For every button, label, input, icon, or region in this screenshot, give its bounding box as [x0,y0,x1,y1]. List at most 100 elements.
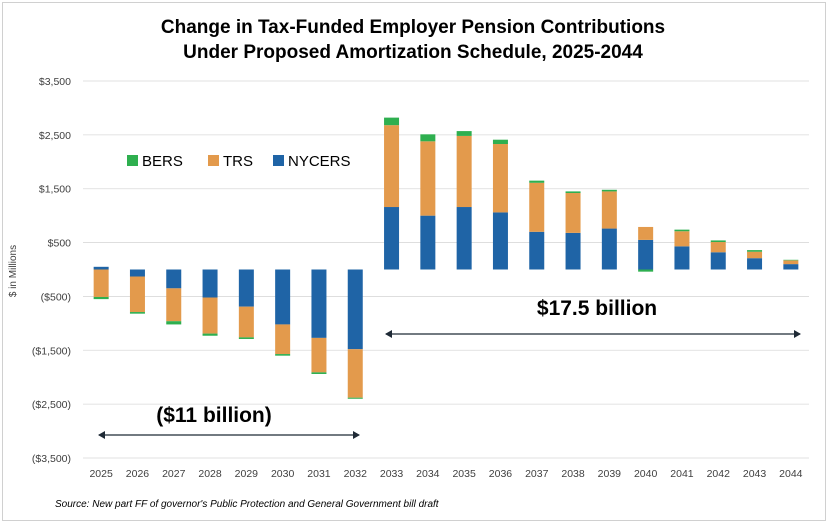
bar-bers-2025 [93,296,109,300]
bar-nycers-2025 [93,266,109,270]
bar-nycers-2038 [565,232,581,270]
bar-trs-2044 [783,260,799,265]
bar-trs-2043 [747,251,763,259]
bar-bers-2036 [492,139,508,145]
bar-trs-2034 [420,141,436,216]
legend-swatch-trs [208,155,219,166]
bar-nycers-2044 [783,264,799,270]
x-tick-label: 2044 [779,468,803,480]
legend-swatch-nycers [273,155,284,166]
bar-trs-2032 [347,349,363,398]
bar-bers-2034 [420,134,436,142]
bar-trs-2028 [202,297,218,334]
x-tick-label: 2041 [670,468,694,480]
bar-trs-2029 [238,306,254,338]
legend-label-bers: BERS [142,153,183,170]
bar-bers-2026 [129,312,145,314]
x-tick-label: 2031 [307,468,331,480]
y-tick-label: $3,500 [39,76,71,88]
y-tick-label: ($3,500) [32,453,71,465]
x-tick-label: 2030 [271,468,295,480]
x-tick-label: 2038 [561,468,585,480]
bar-trs-2036 [492,144,508,213]
bar-trs-2042 [710,242,726,253]
pension-chart: $3,500 $2,500 $1,500 $500 ($500) ($1,500) ($2,… [8,17,809,510]
bar-bers-2037 [529,180,545,183]
x-tick-label: 2029 [235,468,259,480]
bar-bers-2042 [710,240,726,243]
bar-bers-2029 [238,337,254,339]
bar-trs-2026 [129,276,145,313]
source-note: Source: New part FF of governor's Public… [55,499,440,510]
bar-bers-2044 [783,259,799,261]
x-tick-label: 2025 [89,468,113,480]
bar-trs-2031 [311,337,327,373]
x-tick-label: 2043 [743,468,767,480]
y-tick-label: $500 [48,238,72,250]
bar-nycers-2026 [129,269,145,277]
legend-swatch-bers [127,155,138,166]
negative-total-annotation: ($11 billion) [156,404,272,427]
grid-lines [83,80,809,459]
bar-nycers-2041 [674,246,690,270]
bar-nycers-2032 [347,269,363,350]
bar-bers-2030 [275,354,291,356]
bar-bers-2028 [202,333,218,336]
bar-nycers-2028 [202,269,218,298]
bar-bers-2035 [456,131,472,136]
y-tick-label: ($500) [41,291,71,303]
bar-bers-2032 [347,397,363,399]
bar-bers-2039 [601,189,617,192]
bar-nycers-2027 [166,269,182,289]
bar-nycers-2039 [601,228,617,270]
chart-title-line-2: Under Proposed Amortization Schedule, 20… [183,42,643,63]
bar-nycers-2043 [747,258,763,270]
bar-nycers-2040 [638,239,654,270]
legend-label-nycers: NYCERS [288,153,351,170]
y-tick-label: ($2,500) [32,399,71,411]
x-tick-label: 2039 [598,468,622,480]
bar-bers-2043 [747,250,763,252]
x-tick-label: 2032 [344,468,368,480]
bar-nycers-2029 [238,269,254,307]
bar-nycers-2034 [420,215,436,270]
bar-nycers-2030 [275,269,291,325]
y-tick-label: ($1,500) [32,345,71,357]
bar-trs-2027 [166,288,182,322]
positive-total-annotation: $17.5 billion [537,297,657,320]
y-tick-label: $2,500 [39,130,71,142]
x-tick-label: 2033 [380,468,404,480]
y-tick-label: $1,500 [39,184,71,196]
x-tick-label: 2027 [162,468,186,480]
x-tick-label: 2034 [416,468,440,480]
x-tick-label: 2037 [525,468,549,480]
bar-trs-2035 [456,135,472,208]
legend: BERS TRS NYCERS [127,153,351,170]
bar-nycers-2035 [456,207,472,270]
bar-trs-2033 [384,125,400,208]
bar-trs-2041 [674,231,690,247]
bar-nycers-2033 [384,207,400,270]
bar-trs-2039 [601,191,617,229]
bar-nycers-2037 [529,231,545,270]
bars [93,117,799,399]
bar-bers-2027 [166,321,182,325]
x-tick-label: 2026 [126,468,150,480]
bar-trs-2037 [529,182,545,232]
x-tick-label: 2035 [452,468,476,480]
bar-nycers-2042 [710,252,726,270]
bar-trs-2038 [565,193,581,233]
bar-trs-2040 [638,226,654,240]
x-tick-label: 2040 [634,468,658,480]
bar-bers-2040 [638,269,654,272]
y-axis: $3,500 $2,500 $1,500 $500 ($500) ($1,500) ($2,… [32,76,71,465]
legend-label-trs: TRS [223,153,253,170]
chart-title-line-1: Change in Tax-Funded Employer Pension Co… [161,17,665,38]
x-tick-label: 2028 [198,468,222,480]
bar-bers-2033 [384,117,400,126]
bar-bers-2041 [674,229,690,232]
bar-bers-2031 [311,372,327,374]
x-tick-label: 2036 [489,468,513,480]
bar-trs-2030 [275,324,291,355]
